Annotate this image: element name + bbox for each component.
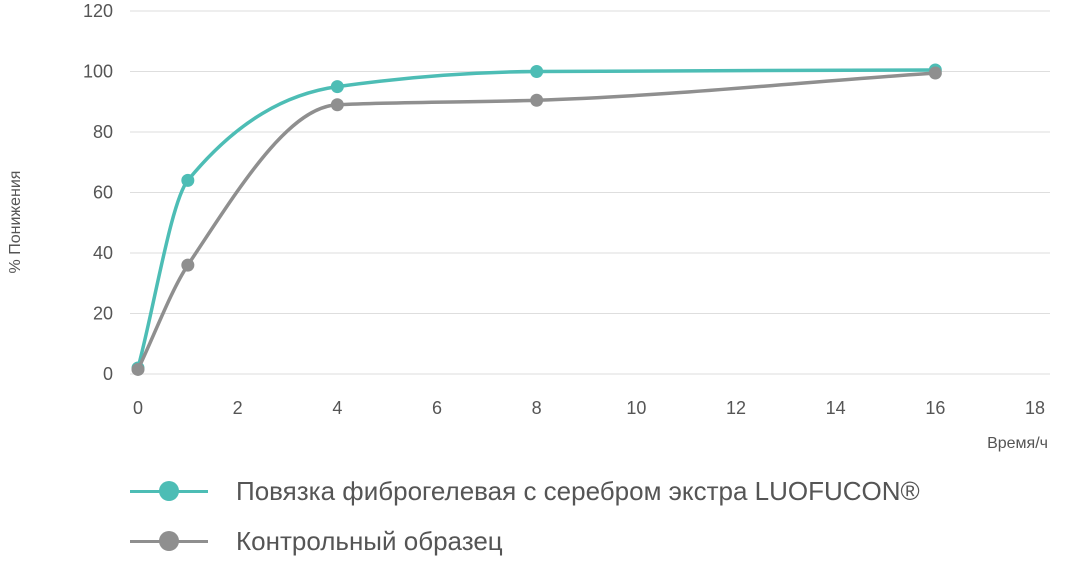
x-tick-label: 12 [726, 398, 746, 418]
legend-swatch-control [130, 531, 208, 551]
y-tick-label: 120 [83, 1, 113, 21]
data-point [131, 362, 145, 376]
legend-label-control: Контрольный образец [236, 525, 503, 556]
data-point [181, 258, 195, 272]
x-tick-label: 2 [233, 398, 243, 418]
x-axis-label: Время/ч [987, 435, 1048, 452]
data-point [330, 80, 344, 94]
y-tick-label: 100 [83, 62, 113, 82]
x-tick-label: 4 [332, 398, 342, 418]
gridlines [130, 10, 1050, 375]
y-tick-label: 20 [93, 304, 113, 324]
y-tick-label: 80 [93, 122, 113, 142]
legend-label-luofucon: Повязка фиброгелевая с серебром экстра L… [236, 475, 920, 506]
y-axis-ticks: 0 20 40 60 80 100 120 [83, 1, 113, 384]
x-tick-label: 6 [432, 398, 442, 418]
y-axis-label: % Понижения [7, 171, 24, 274]
x-tick-label: 16 [925, 398, 945, 418]
x-tick-label: 10 [626, 398, 646, 418]
x-tick-label: 14 [826, 398, 846, 418]
legend-swatch-luofucon [130, 481, 208, 501]
data-point [330, 98, 344, 112]
legend-item-control: Контрольный образец [130, 516, 920, 566]
y-tick-label: 60 [93, 183, 113, 203]
line-chart: 0 20 40 60 80 100 120 0 2 4 6 8 10 12 14 16 18 % Пониже… [7, 1, 1050, 452]
legend: Повязка фиброгелевая с серебром экстра L… [130, 466, 920, 566]
series-layer [131, 63, 942, 376]
x-axis-ticks: 0 2 4 6 8 10 12 14 16 18 [133, 398, 1045, 418]
data-point [181, 173, 195, 187]
x-tick-label: 8 [532, 398, 542, 418]
y-tick-label: 0 [103, 364, 113, 384]
data-point [530, 65, 544, 78]
legend-dot-icon [159, 531, 179, 551]
data-point [530, 93, 544, 107]
x-tick-label: 18 [1025, 398, 1045, 418]
legend-dot-icon [159, 481, 179, 501]
x-tick-label: 0 [133, 398, 143, 418]
legend-item-luofucon: Повязка фиброгелевая с серебром экстра L… [130, 466, 920, 516]
data-point [928, 66, 942, 80]
series-line-0 [136, 68, 938, 370]
y-tick-label: 40 [93, 243, 113, 263]
